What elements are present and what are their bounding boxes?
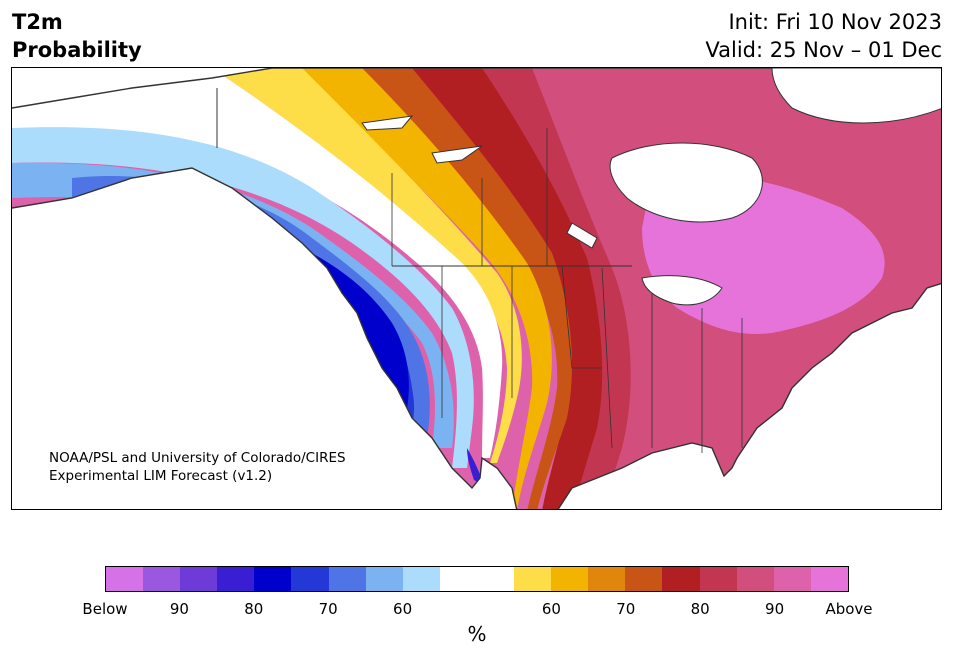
- colorbar-swatch: [439, 567, 477, 591]
- colorbar-tick-label: 60: [541, 600, 561, 618]
- credit-line-2: Experimental LIM Forecast (v1.2): [49, 468, 273, 484]
- colorbar-swatch: [699, 567, 737, 591]
- colorbar-swatch: [514, 567, 552, 591]
- colorbar-swatch: [291, 567, 329, 591]
- title-line-2: Probability: [12, 38, 142, 62]
- colorbar-tick-label: 70: [616, 600, 636, 618]
- colorbar-unit: %: [467, 622, 487, 646]
- colorbar-swatch: [254, 567, 292, 591]
- colorbar-tick-label: 70: [318, 600, 338, 618]
- colorbar-swatch: [143, 567, 181, 591]
- colorbar-tick-label: 60: [393, 600, 413, 618]
- colorbar-swatch: [662, 567, 700, 591]
- colorbar: [105, 566, 849, 592]
- colorbar-tick-label: Below: [82, 600, 128, 618]
- valid-date: Valid: 25 Nov – 01 Dec: [705, 38, 942, 62]
- colorbar-swatch: [180, 567, 218, 591]
- probability-map: [11, 67, 942, 510]
- colorbar-tick-label: 90: [169, 600, 189, 618]
- title-line-1: T2m: [12, 10, 63, 34]
- colorbar-swatch: [402, 567, 440, 591]
- colorbar-swatch: [476, 567, 515, 591]
- colorbar-swatch: [736, 567, 774, 591]
- forecast-dates: Init: Fri 10 Nov 2023 Valid: 25 Nov – 01…: [705, 8, 942, 64]
- colorbar-swatch: [773, 567, 811, 591]
- probability-fill: [12, 68, 941, 509]
- credit-line-1: NOAA/PSL and University of Colorado/CIRE…: [49, 450, 346, 466]
- map-borders: [12, 68, 941, 509]
- colorbar-swatch: [810, 567, 848, 591]
- init-date: Init: Fri 10 Nov 2023: [728, 10, 942, 34]
- colorbar-tick-label: 80: [690, 600, 710, 618]
- colorbar-swatch: [328, 567, 366, 591]
- map-canvas: [12, 68, 941, 509]
- colorbar-swatch: [588, 567, 626, 591]
- colorbar-swatch: [365, 567, 403, 591]
- water-bodies: [361, 68, 941, 306]
- map-credit: NOAA/PSL and University of Colorado/CIRE…: [49, 449, 346, 485]
- colorbar-swatch: [106, 567, 144, 591]
- colorbar-tick-label: 90: [765, 600, 785, 618]
- colorbar-swatch: [551, 567, 589, 591]
- map-title: T2m Probability: [12, 8, 142, 64]
- colorbar-tick-label: Above: [825, 600, 873, 618]
- colorbar-swatch: [217, 567, 255, 591]
- colorbar-tick-label: 80: [244, 600, 264, 618]
- colorbar-swatch: [625, 567, 663, 591]
